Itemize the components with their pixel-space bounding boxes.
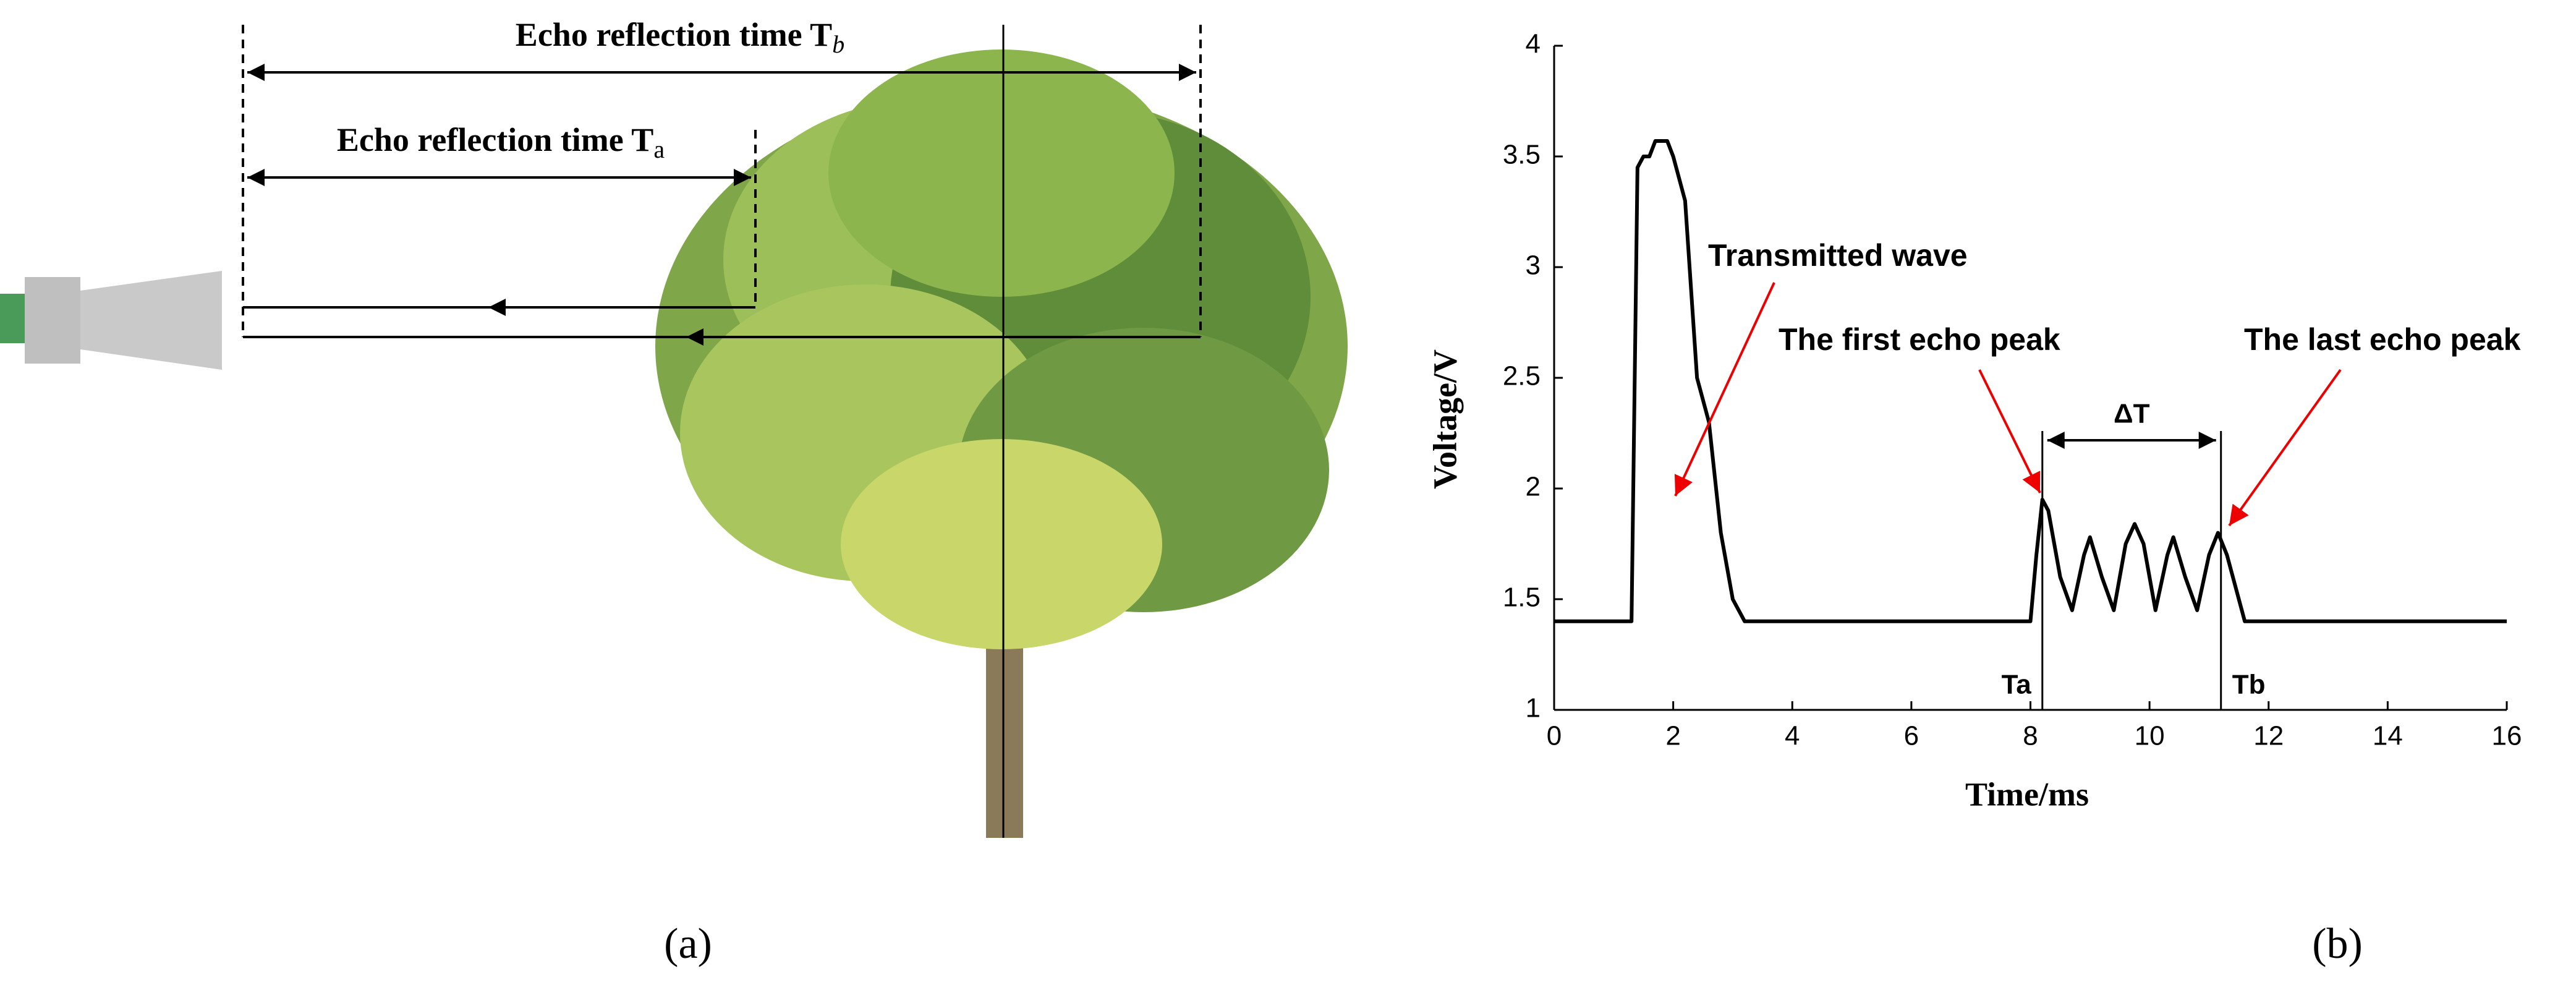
- annotation: The first echo peak: [1779, 322, 2060, 357]
- y-tick-label: 1.5: [1503, 582, 1541, 613]
- echo-lines: [242, 25, 1202, 838]
- marker-label: Ta: [2002, 670, 2032, 700]
- label-text: Echo reflection time T: [337, 121, 653, 158]
- tree: [655, 49, 1348, 838]
- panel-b: 1 1.5 2 2.5 3 3.5 4 0 2 4 6 8 10 12 14 16 Time/ms Voltage…: [1426, 29, 2522, 968]
- label-a: Echo reflection time Ta: [337, 121, 665, 163]
- signal-line: [1554, 139, 2507, 623]
- y-axis-label: Voltage/V: [1426, 349, 1463, 489]
- y-tick-label: 1: [1526, 693, 1541, 723]
- label-subscript: b: [832, 30, 844, 58]
- x-tick-label: 2: [1665, 721, 1680, 751]
- y-tick-label: 4: [1526, 29, 1541, 59]
- caption: (b): [2312, 920, 2363, 968]
- label-text: Echo reflection time T: [516, 16, 832, 53]
- interval-label: ΔT: [2114, 399, 2150, 429]
- sensor: [0, 271, 222, 370]
- y-tick-label: 3.5: [1503, 140, 1541, 170]
- y-tick-label: 3: [1526, 250, 1541, 281]
- x-axis-label: Time/ms: [1965, 775, 2089, 813]
- annotation: Transmitted wave: [1708, 238, 1968, 273]
- annotation-arrow: [2228, 369, 2342, 527]
- label-b: Echo reflection time Tb: [516, 16, 844, 58]
- x-tick-label: 12: [2253, 721, 2284, 751]
- y-tick-label: 2.5: [1503, 361, 1541, 391]
- x-tick-label: 14: [2373, 721, 2403, 751]
- panel-a: Echo reflection time Tb Echo reflection …: [0, 16, 1348, 968]
- x-tick-label: 8: [2023, 721, 2038, 751]
- y-tick-label: 2: [1526, 472, 1541, 502]
- label-subscript: a: [653, 135, 665, 163]
- annotation-arrow: [1674, 282, 1775, 497]
- x-tick-label: 0: [1547, 721, 1562, 751]
- x-tick-label: 6: [1904, 721, 1919, 751]
- x-tick-label: 10: [2135, 721, 2165, 751]
- caption: (a): [664, 920, 712, 968]
- annotation-arrow: [1978, 369, 2041, 493]
- annotation: The last echo peak: [2244, 322, 2521, 357]
- x-tick-label: 16: [2492, 721, 2522, 751]
- x-tick-label: 4: [1785, 721, 1800, 751]
- marker-label: Tb: [2232, 670, 2266, 700]
